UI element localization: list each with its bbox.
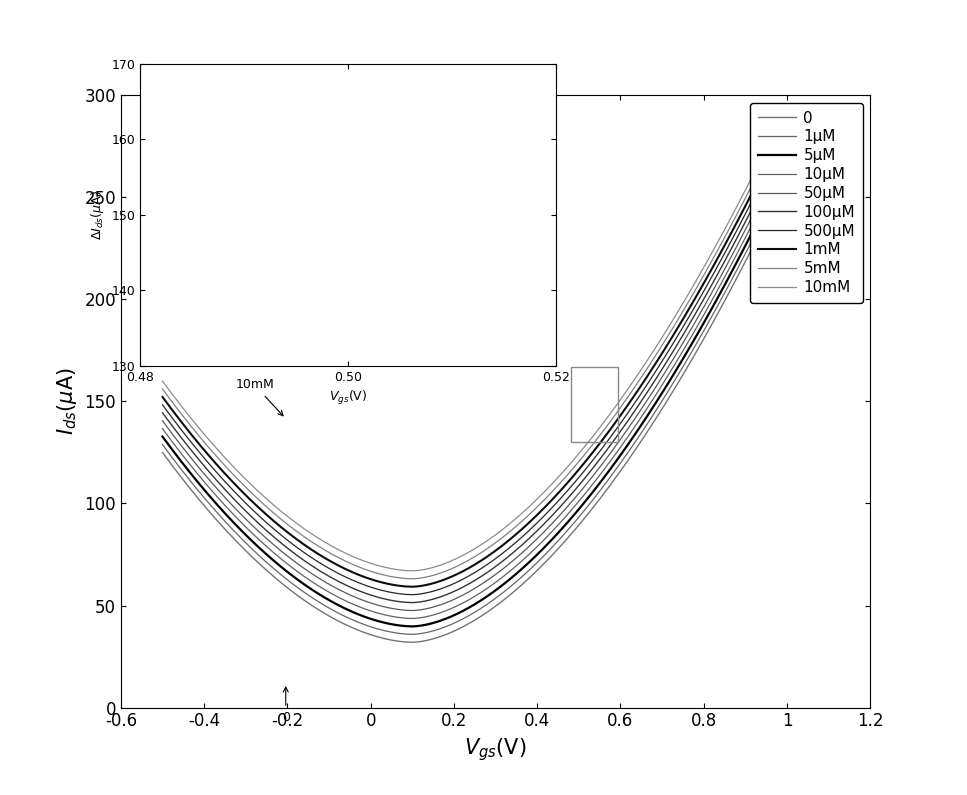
Y-axis label: $I_{ds}$($\mu$A): $I_{ds}$($\mu$A) <box>55 367 79 436</box>
Bar <box>571 366 619 442</box>
X-axis label: $V_{gs}$(V): $V_{gs}$(V) <box>464 736 527 762</box>
Text: 0: 0 <box>281 687 290 723</box>
Text: 10mM: 10mM <box>235 378 283 416</box>
Legend: 0, 1μM, 5μM, 10μM, 50μM, 100μM, 500μM, 1mM, 5mM, 10mM: 0, 1μM, 5μM, 10μM, 50μM, 100μM, 500μM, 1… <box>750 103 863 303</box>
Y-axis label: $\Delta I_{ds}$($\mu$A): $\Delta I_{ds}$($\mu$A) <box>89 190 106 239</box>
X-axis label: $V_{gs}$(V): $V_{gs}$(V) <box>329 389 367 407</box>
